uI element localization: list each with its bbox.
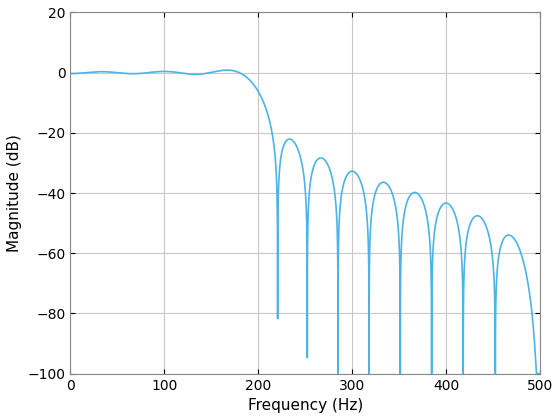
Y-axis label: Magnitude (dB): Magnitude (dB) <box>7 134 22 252</box>
X-axis label: Frequency (Hz): Frequency (Hz) <box>248 398 363 413</box>
